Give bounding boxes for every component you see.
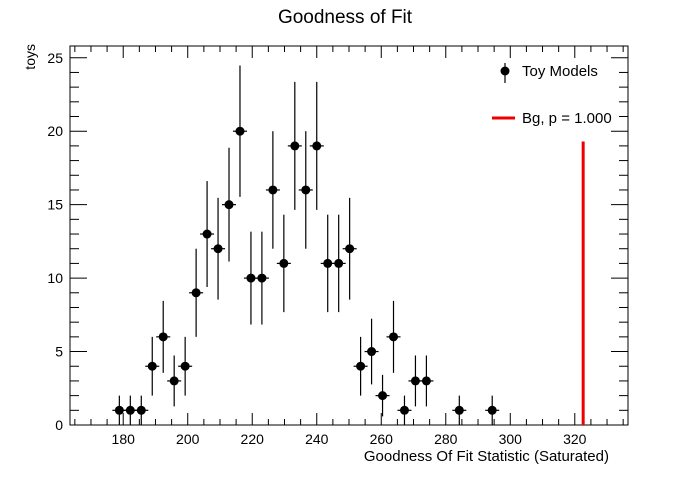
point-marker [191, 288, 201, 298]
legend-toy-models-marker [500, 66, 510, 76]
point-marker [169, 376, 179, 386]
point-marker [268, 185, 278, 195]
point-marker [410, 376, 420, 386]
data-point [364, 318, 379, 385]
data-point [123, 395, 138, 425]
y-tick-label: 20 [47, 123, 63, 139]
x-tick-label: 300 [499, 431, 523, 447]
data-point [397, 395, 412, 425]
point-marker [389, 332, 399, 342]
point-marker [421, 376, 431, 386]
point-marker [180, 361, 190, 371]
point-marker [136, 405, 146, 415]
x-tick-label: 180 [112, 431, 136, 447]
marks [112, 65, 585, 425]
data-point [276, 214, 291, 313]
point-marker [125, 405, 135, 415]
point-marker [257, 273, 267, 283]
data-point [156, 300, 171, 373]
data-point [386, 300, 401, 373]
x-tick-label: 260 [370, 431, 394, 447]
y-tick-label: 15 [47, 197, 63, 213]
point-marker [312, 141, 322, 151]
data-point [287, 81, 302, 210]
data-point [265, 131, 280, 249]
point-marker [213, 244, 223, 254]
chart-title: Goodness of Fit [278, 7, 413, 28]
x-tick-label: 320 [563, 431, 587, 447]
data-point [485, 395, 500, 425]
data-point [178, 336, 193, 396]
point-marker [323, 258, 333, 268]
legend-bg-label: Bg, p = 1.000 [522, 110, 612, 127]
data-point [408, 355, 423, 407]
data-point [211, 197, 226, 300]
data-point [353, 336, 368, 396]
point-marker [334, 258, 344, 268]
data-point [254, 231, 269, 325]
data-point [145, 336, 160, 396]
point-marker [290, 141, 300, 151]
data-point [200, 181, 215, 287]
data-point [222, 147, 237, 262]
data-point [134, 395, 149, 425]
legend-toy-models-label: Toy Models [522, 63, 598, 80]
y-tick-label: 5 [55, 344, 63, 360]
point-marker [367, 347, 377, 357]
point-marker [147, 361, 157, 371]
x-tick-label: 240 [305, 431, 329, 447]
data-point [309, 81, 324, 210]
point-marker [345, 244, 355, 254]
point-marker [301, 185, 311, 195]
x-tick-label: 200 [176, 431, 200, 447]
x-axis-label: Goodness Of Fit Statistic (Saturated) [364, 448, 609, 465]
x-tick-label: 220 [241, 431, 265, 447]
point-marker [279, 258, 289, 268]
data-point [331, 214, 346, 313]
axes: 180 200 220 240 260 280 300 320 0 5 10 15 20 25 [47, 45, 629, 447]
point-marker [487, 405, 497, 415]
point-marker [399, 405, 409, 415]
point-marker [235, 126, 245, 136]
x-tick-label: 280 [434, 431, 458, 447]
data-point [452, 395, 467, 425]
data-point [167, 355, 182, 407]
point-marker [246, 273, 256, 283]
point-marker [202, 229, 212, 239]
legend: Toy Models Bg, p = 1.000 [492, 63, 612, 127]
point-marker [114, 405, 124, 415]
data-point [112, 395, 127, 425]
point-marker [454, 405, 464, 415]
point-marker [224, 200, 234, 210]
point-marker [378, 391, 388, 401]
data-point [232, 65, 247, 197]
data-point [298, 131, 313, 249]
y-axis-label: toys [22, 44, 38, 70]
point-marker [158, 332, 168, 342]
data-point [375, 374, 390, 417]
data-point [342, 197, 357, 300]
y-tick-label: 0 [55, 417, 63, 433]
y-tick-label: 10 [47, 270, 63, 286]
data-point [419, 355, 434, 407]
point-marker [356, 361, 366, 371]
data-point [189, 248, 204, 337]
y-tick-label: 25 [47, 50, 63, 66]
